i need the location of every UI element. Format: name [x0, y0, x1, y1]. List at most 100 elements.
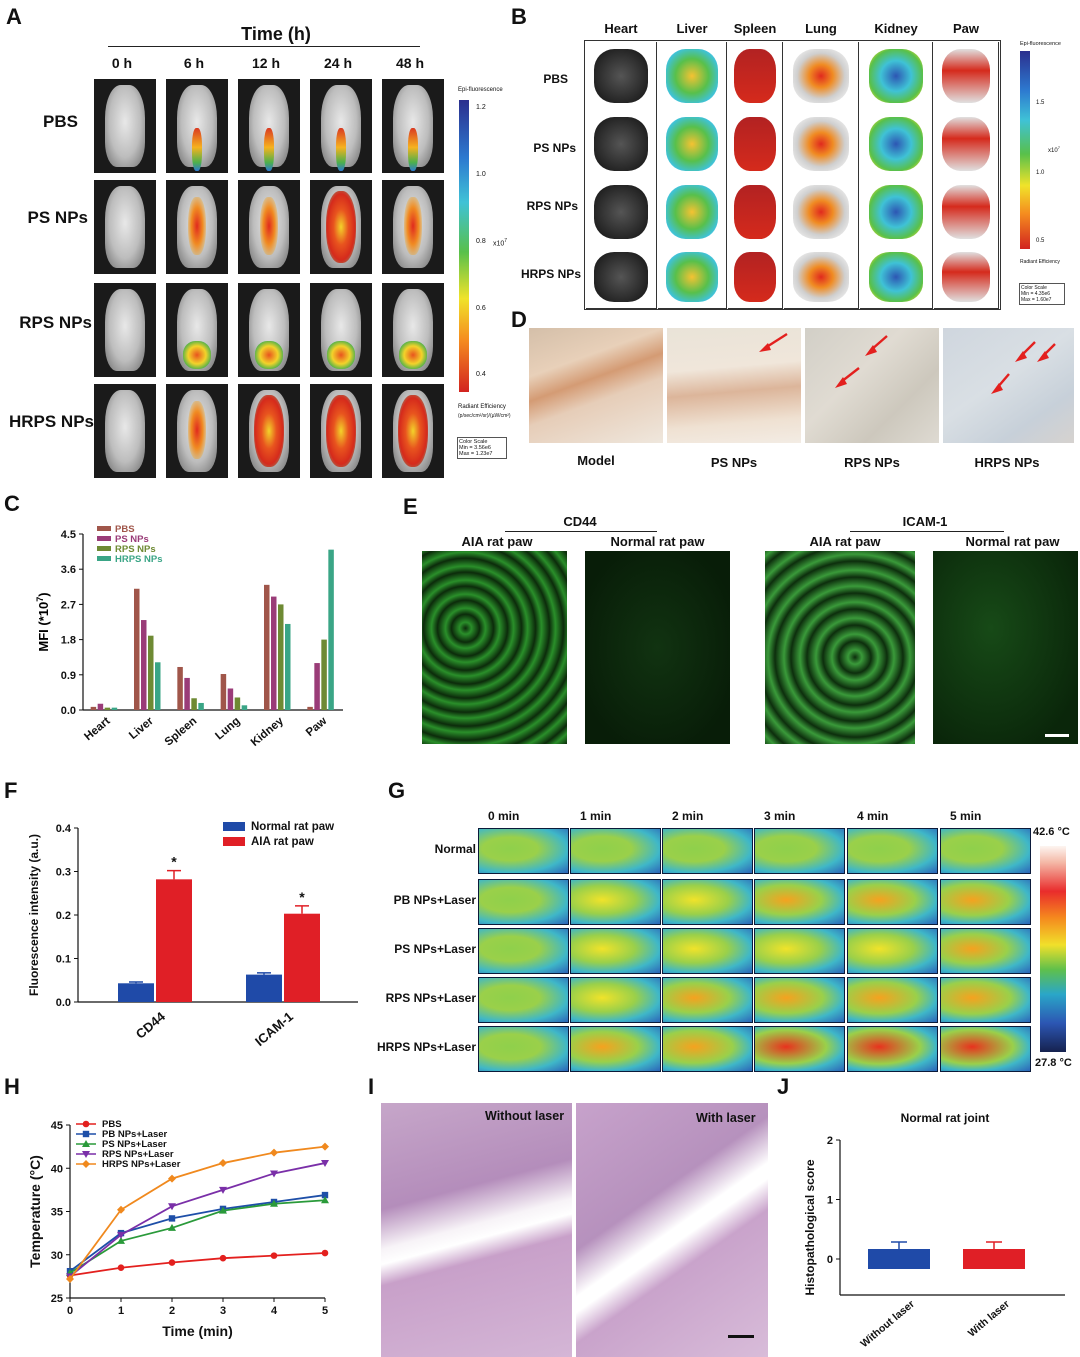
y-axis-label: Temperature (°C) — [27, 1155, 43, 1268]
panel-c-bar-chart: 4.5 3.6 2.7 1.8 0.9 0.0 MFI (*107) Heart Liver Sp… — [35, 524, 343, 749]
legend-label: PS NPs — [115, 534, 149, 545]
bar-lung-2 — [234, 697, 241, 710]
panel-g-row-2: PS NPs+Laser — [394, 942, 476, 956]
data-point — [270, 1148, 278, 1157]
panel-d-label-rps: RPS NPs — [844, 455, 900, 470]
panel-a-tile-r2-c1 — [166, 283, 228, 377]
y-tick-label: 0.9 — [61, 670, 76, 682]
panel-a-radiant-units: (p/sec/cm²/sr)/(µW/cm²) — [458, 413, 511, 419]
panel-b-cs-0: Color Scale — [1021, 285, 1047, 291]
organ-image — [941, 48, 991, 104]
panel-b-cell-r1-c1 — [658, 110, 727, 179]
panel-e-group-icam: ICAM-1 — [902, 514, 948, 529]
panel-g-thermal-r3-c0 — [478, 977, 569, 1023]
panel-a-tile-r2-c0 — [94, 283, 156, 377]
x-tick-label: Kidney — [249, 715, 287, 749]
panel-d-label-hrps: HRPS NPs — [974, 455, 1040, 470]
x-tick-label: 1 — [118, 1305, 124, 1317]
panel-a-tile-r1-c1 — [166, 180, 228, 274]
panel-g-thermal-r1-c5 — [940, 879, 1031, 925]
panel-a-scale-tick-2: 0.8 — [476, 238, 486, 245]
organ-image — [666, 184, 718, 240]
panel-b-cs-1: Min = 4.35e6 — [1021, 291, 1051, 297]
panel-b-scale-tick-1: 1.0 — [1036, 170, 1045, 176]
panel-b-cell-r2-c2 — [728, 178, 783, 247]
panel-a-tile-r0-c1 — [166, 79, 228, 173]
bar-paw-0 — [307, 706, 313, 710]
x-axis-label: Time (min) — [162, 1323, 233, 1339]
panel-g-time-1: 1 min — [580, 809, 612, 823]
panel-b-cell-r0-c5 — [934, 42, 999, 111]
bar-liver-0 — [134, 588, 140, 710]
y-tick-label: 0.2 — [56, 910, 71, 922]
panel-a-cs-1: Min = 3.56e6 — [459, 445, 491, 451]
panel-j-bar-chart: Normal rat joint 2 1 0 Histopathological sco… — [803, 1111, 1065, 1350]
panel-d-label-model: Model — [577, 453, 615, 468]
panel-a-tile-r1-c2 — [238, 180, 300, 274]
bar-liver-1 — [141, 620, 147, 710]
bar-lung-0 — [220, 674, 227, 710]
data-point — [168, 1203, 176, 1211]
x-tick-label: 4 — [271, 1305, 278, 1317]
panel-b-scale-tick-2: 0.5 — [1036, 238, 1045, 244]
panel-a-row-pbs: PBS — [43, 112, 78, 131]
organ-image — [868, 116, 924, 172]
data-point — [66, 1274, 74, 1283]
panel-b-cell-r3-c4 — [860, 246, 933, 309]
fluorescence-signal — [264, 127, 274, 172]
panel-g-thermal-r0-c5 — [940, 828, 1031, 874]
fluorescence-signal — [327, 341, 355, 370]
organ-image — [792, 116, 850, 172]
fluorescence-signal — [192, 127, 202, 172]
panel-a-scale-exp: 7 — [504, 238, 508, 244]
panel-b-scale-title: Epi-fluorescence — [1020, 41, 1061, 47]
panel-a-tile-r2-c2 — [238, 283, 300, 377]
significance-mark: * — [171, 854, 177, 870]
panel-d-label-ps: PS NPs — [710, 455, 758, 470]
data-point — [168, 1215, 176, 1222]
organ-image — [734, 252, 776, 302]
legend-swatch — [97, 556, 111, 561]
y-axis-label-exp: 7 — [35, 597, 45, 602]
y-tick-label: 0.0 — [56, 997, 71, 1009]
bar-paw-2 — [321, 639, 327, 710]
panel-a-scale-title: Epi-fluorescence — [458, 87, 503, 93]
y-tick-label: 0 — [827, 1254, 833, 1266]
x-tick-label: Heart — [82, 715, 112, 743]
panel-g-thermal-r3-c2 — [662, 977, 753, 1023]
panel-g-row-1: PB NPs+Laser — [393, 893, 476, 907]
panel-a-tile-r3-c3 — [310, 384, 372, 478]
series-line-0 — [69, 1252, 326, 1277]
panel-a-time-3: 24 h — [323, 55, 352, 71]
x-tick-label: Paw — [304, 715, 329, 739]
bar-heart-2 — [104, 707, 111, 710]
data-point — [270, 1199, 278, 1207]
panel-a-tile-r3-c4 — [382, 384, 444, 478]
y-tick-label: 2 — [827, 1135, 833, 1147]
panel-b-color-scale — [1020, 51, 1030, 249]
bar-spleen-0 — [177, 666, 183, 710]
panel-a-tile-r2-c3 — [310, 283, 372, 377]
panel-b-organ-header: Kidney — [874, 21, 918, 36]
y-axis-label: Fluorescence intensity (a.u.) — [27, 834, 41, 996]
legend-label: PBS — [115, 524, 135, 535]
data-point — [321, 1142, 329, 1151]
rat-silhouette — [105, 389, 145, 473]
panel-b-colorscale-box: Color Scale Min = 4.35e6 Max = 1.60e7 — [1019, 283, 1065, 305]
panel-g-tmin: 27.8 °C — [1035, 1057, 1072, 1069]
panel-label-j: J — [777, 1074, 790, 1099]
y-tick-label: 1.8 — [61, 635, 76, 647]
panel-b-frame — [584, 40, 1001, 310]
bar-cd44-1 — [156, 879, 192, 1002]
panel-i-scale-bar — [728, 1335, 754, 1338]
panel-g-thermal-r0-c3 — [754, 828, 845, 874]
panel-label-d: D — [511, 307, 527, 332]
legend-label: PB NPs+Laser — [102, 1129, 168, 1140]
panel-g-thermal-r2-c2 — [662, 928, 753, 974]
y-tick-label: 45 — [51, 1120, 63, 1132]
x-tick-label: Without laser — [858, 1298, 917, 1350]
x-tick-label: CD44 — [133, 1008, 169, 1041]
y-tick-label: 3.6 — [61, 564, 76, 576]
panel-b-cell-r0-c4 — [860, 42, 933, 111]
organ-image — [941, 252, 991, 302]
